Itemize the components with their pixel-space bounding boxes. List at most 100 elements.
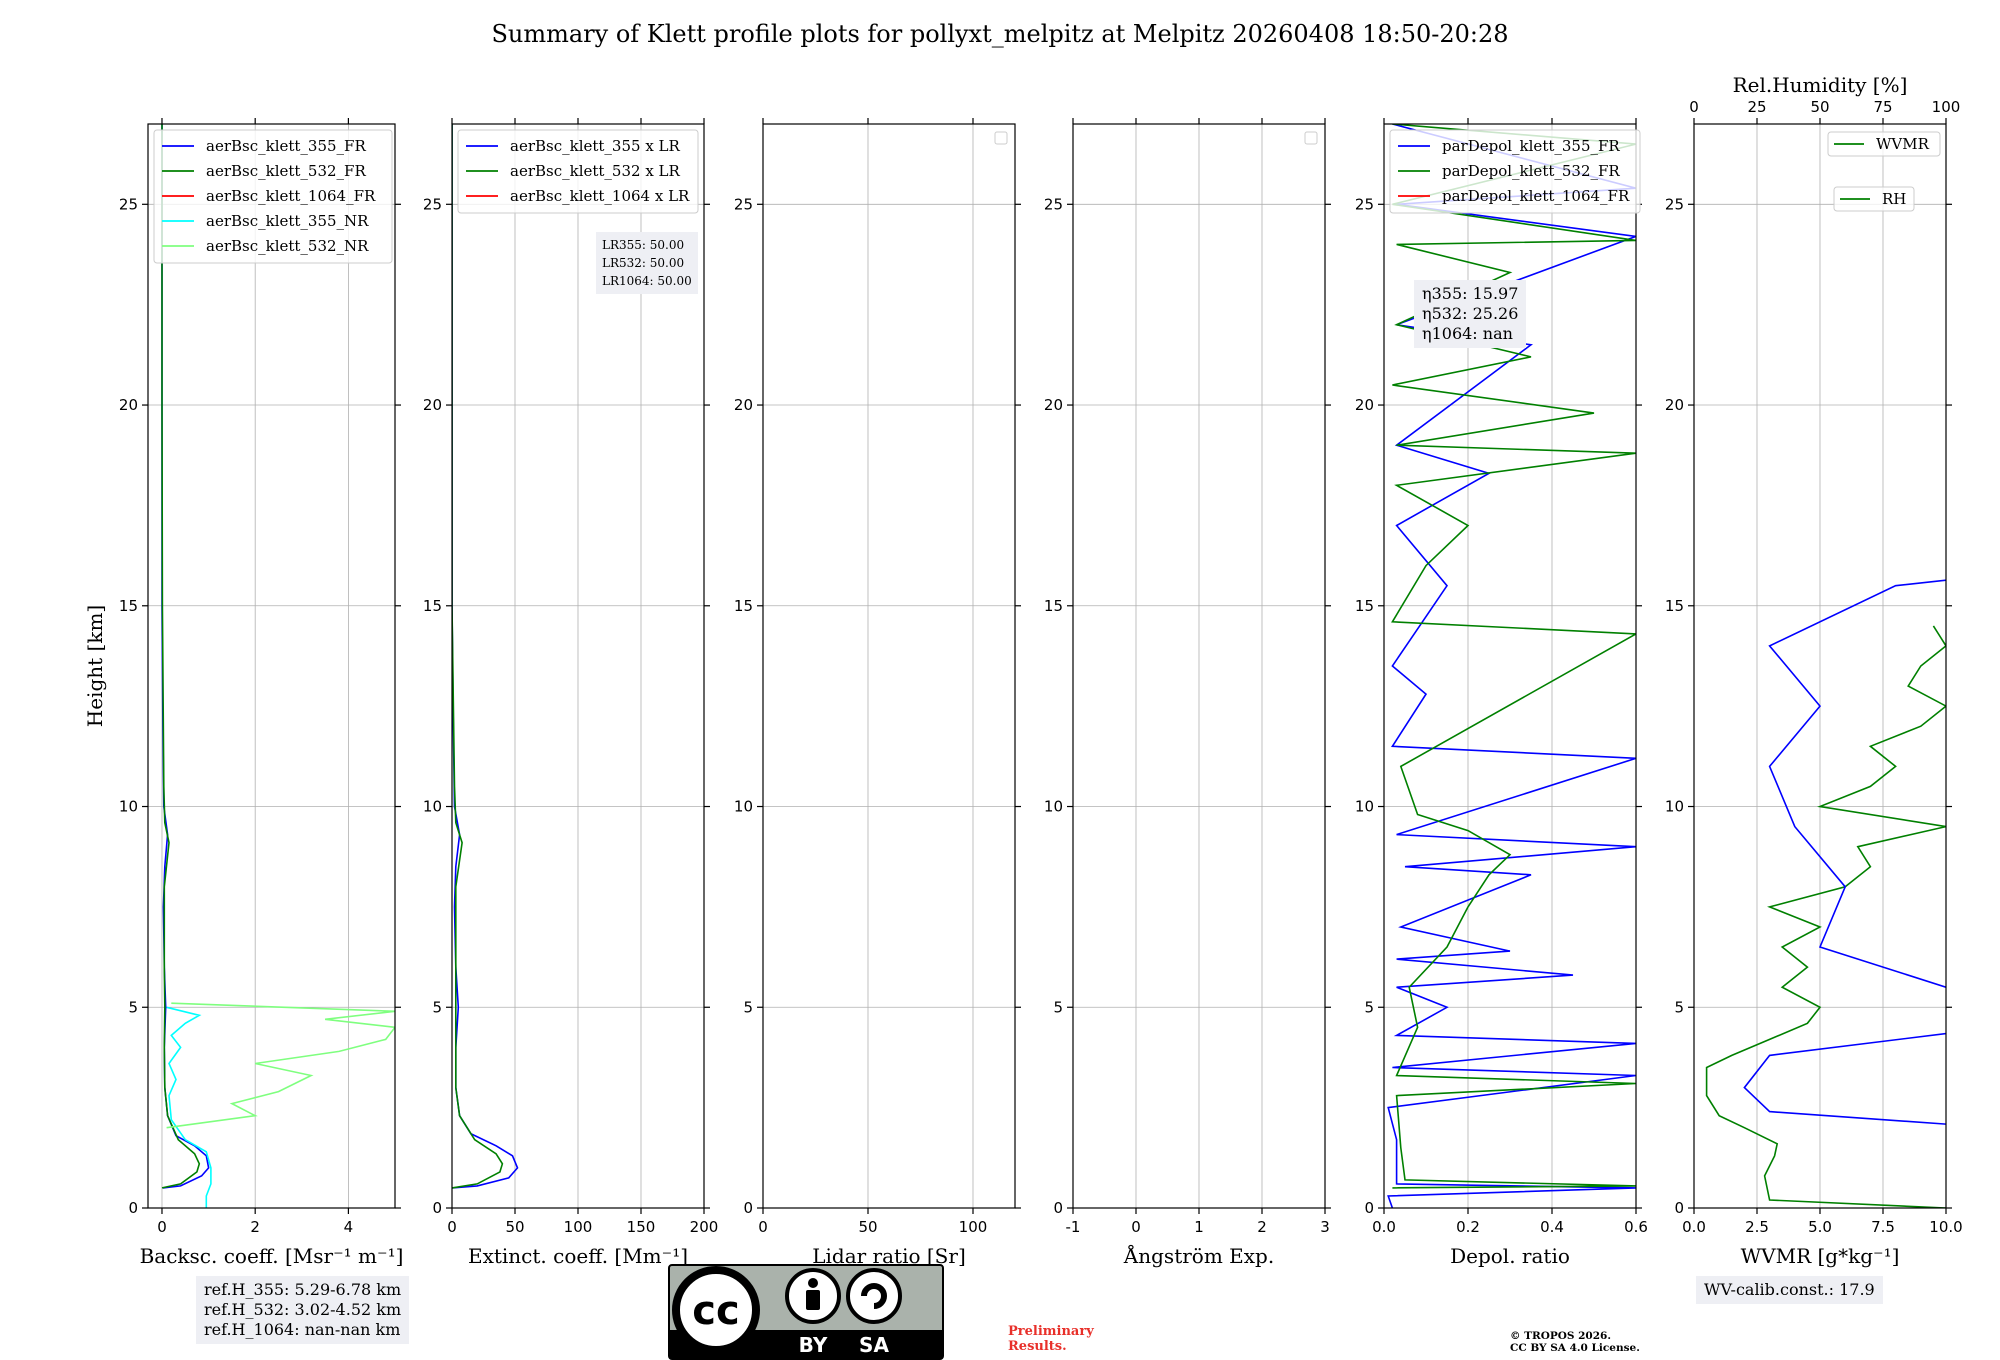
ytick-label: 25 bbox=[119, 195, 138, 213]
ytick-label: 20 bbox=[1355, 396, 1374, 414]
xtick-label: 0 bbox=[157, 1218, 167, 1236]
xtick-label: 3 bbox=[1320, 1218, 1330, 1236]
legend-box bbox=[1389, 129, 1641, 214]
legend-label: parDepol_klett_1064_FR bbox=[1442, 187, 1630, 205]
ytick-label: 5 bbox=[1674, 998, 1684, 1016]
ref-heights-box: ref.H_355: 5.29-6.78 km ref.H_532: 3.02-… bbox=[196, 1276, 410, 1344]
ytick-label: 25 bbox=[1665, 195, 1684, 213]
ytick-label: 20 bbox=[1665, 396, 1684, 414]
wv-calib-box: WV-calib.const.: 17.9 bbox=[1696, 1276, 1883, 1304]
legend-label: aerBsc_klett_532 x LR bbox=[510, 162, 681, 180]
ytick-label: 20 bbox=[119, 396, 138, 414]
top-xtick-label: 75 bbox=[1873, 98, 1892, 116]
xtick-label: 1 bbox=[1194, 1218, 1204, 1236]
xtick-label: 0 bbox=[758, 1218, 768, 1236]
ytick-label: 0 bbox=[432, 1199, 442, 1217]
ytick-label: 5 bbox=[432, 998, 442, 1016]
ytick-label: 5 bbox=[128, 998, 138, 1016]
legend-label: aerBsc_klett_1064_FR bbox=[206, 187, 376, 205]
xtick-label: 4 bbox=[344, 1218, 354, 1236]
ytick-label: 10 bbox=[423, 798, 442, 816]
ytick-label: 0 bbox=[743, 1199, 753, 1217]
xtick-label: 7.5 bbox=[1871, 1218, 1895, 1236]
series-aerBsc_klett_532_FR bbox=[161, 124, 201, 1189]
ytick-label: 25 bbox=[423, 195, 442, 213]
eta-1064: η1064: nan bbox=[1422, 324, 1513, 343]
ytick-label: 25 bbox=[1355, 195, 1374, 213]
copyright-note: © TROPOS 2026. CC BY SA 4.0 License. bbox=[1510, 1330, 1640, 1354]
preliminary-line-1: Preliminary bbox=[1008, 1324, 1094, 1339]
xtick-label: 0.4 bbox=[1540, 1218, 1564, 1236]
sa-text: SA bbox=[859, 1333, 889, 1357]
legend-label: aerBsc_klett_1064 x LR bbox=[510, 187, 690, 205]
lidar-ratio-annotation: LR355: 50.00 LR532: 50.00 LR1064: 50.00 bbox=[596, 232, 698, 294]
xtick-label: 5.0 bbox=[1808, 1218, 1832, 1236]
ytick-label: 15 bbox=[119, 597, 138, 615]
legend-label: aerBsc_klett_355 x LR bbox=[510, 137, 681, 155]
xtick-label: 2.5 bbox=[1745, 1218, 1769, 1236]
ytick-label: 10 bbox=[1044, 798, 1063, 816]
preliminary-line-2: Results. bbox=[1008, 1339, 1067, 1354]
xtick-label: -1 bbox=[1066, 1218, 1081, 1236]
figure-title: Summary of Klett profile plots for polly… bbox=[491, 20, 1509, 48]
xtick-label: 2 bbox=[250, 1218, 260, 1236]
ytick-label: 20 bbox=[423, 396, 442, 414]
panel-backscatter: 0 2 4 0 5 10 15 20 25 Backsc. coeff. [Msr⁻¹ m⁻¹] a… bbox=[119, 118, 403, 1268]
ytick-label: 5 bbox=[1053, 998, 1063, 1016]
ytick-label: 5 bbox=[1364, 998, 1374, 1016]
xlabel-depol: Depol. ratio bbox=[1450, 1244, 1570, 1268]
top-xtick-label: 100 bbox=[1932, 98, 1961, 116]
copyright-line-1: © TROPOS 2026. bbox=[1510, 1330, 1612, 1342]
panel-extinction: 0 50 100 150 200 0 5 10 15 20 25 Extinct. coeff. [M… bbox=[423, 118, 718, 1268]
legend-label: parDepol_klett_355_FR bbox=[1442, 137, 1620, 155]
xtick-label: 0 bbox=[1131, 1218, 1141, 1236]
xtick-label: 50 bbox=[505, 1218, 524, 1236]
ytick-label: 0 bbox=[1364, 1199, 1374, 1217]
eta-annotation: η355: 15.97 η532: 25.26 η1064: nan bbox=[1414, 280, 1527, 348]
top-xlabel-rh: Rel.Humidity [%] bbox=[1733, 73, 1908, 97]
xtick-label: 100 bbox=[564, 1218, 593, 1236]
xtick-label: 2 bbox=[1257, 1218, 1267, 1236]
xtick-label: 10.0 bbox=[1929, 1218, 1962, 1236]
series-aerBsc_klett_532 x LR bbox=[452, 124, 504, 1189]
xtick-label: 0.6 bbox=[1624, 1218, 1648, 1236]
ytick-label: 10 bbox=[1355, 798, 1374, 816]
cc-by-sa-badge-icon: cc BY SA bbox=[668, 1264, 944, 1360]
ytick-label: 15 bbox=[423, 597, 442, 615]
xtick-label: 0.2 bbox=[1456, 1218, 1480, 1236]
legend-empty-box bbox=[994, 131, 1008, 145]
series-RH bbox=[1743, 579, 1946, 1125]
ytick-label: 10 bbox=[119, 798, 138, 816]
legend-label-WVMR: WVMR bbox=[1876, 135, 1930, 153]
xtick-label: 200 bbox=[690, 1218, 719, 1236]
legend-label: parDepol_klett_532_FR bbox=[1442, 162, 1620, 180]
axes-frame bbox=[1383, 123, 1637, 1209]
legend-box bbox=[153, 129, 393, 264]
ytick-label: 0 bbox=[128, 1199, 138, 1217]
ytick-label: 15 bbox=[1044, 597, 1063, 615]
by-text: BY bbox=[799, 1333, 828, 1357]
axes-frame bbox=[762, 123, 1016, 1209]
ytick-label: 20 bbox=[1044, 396, 1063, 414]
ytick-label: 25 bbox=[1044, 195, 1063, 213]
legend-label: aerBsc_klett_532_FR bbox=[206, 162, 366, 180]
xtick-label: 100 bbox=[959, 1218, 988, 1236]
ref-h-355: ref.H_355: 5.29-6.78 km bbox=[204, 1280, 402, 1299]
cc-text: cc bbox=[692, 1288, 739, 1334]
xtick-label: 50 bbox=[858, 1218, 877, 1236]
series-aerBsc_klett_355_NR bbox=[166, 1006, 212, 1208]
ytick-label: 10 bbox=[1665, 798, 1684, 816]
ytick-label: 0 bbox=[1674, 1199, 1684, 1217]
xlabel-angstrom: Ångström Exp. bbox=[1123, 1243, 1274, 1268]
ytick-label: 15 bbox=[1355, 597, 1374, 615]
ref-h-532: ref.H_532: 3.02-4.52 km bbox=[204, 1300, 402, 1319]
legend-box-RH bbox=[1833, 186, 1915, 212]
xtick-label: 0 bbox=[447, 1218, 457, 1236]
series-aerBsc_klett_355_FR bbox=[161, 124, 210, 1189]
ytick-label: 20 bbox=[734, 396, 753, 414]
xlabel-extinction: Extinct. coeff. [Mm⁻¹] bbox=[468, 1244, 688, 1268]
legend-label: aerBsc_klett_355_FR bbox=[206, 137, 366, 155]
